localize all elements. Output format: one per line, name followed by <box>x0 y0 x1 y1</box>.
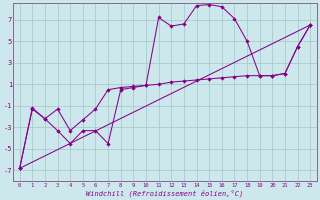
X-axis label: Windchill (Refroidissement éolien,°C): Windchill (Refroidissement éolien,°C) <box>86 189 244 197</box>
